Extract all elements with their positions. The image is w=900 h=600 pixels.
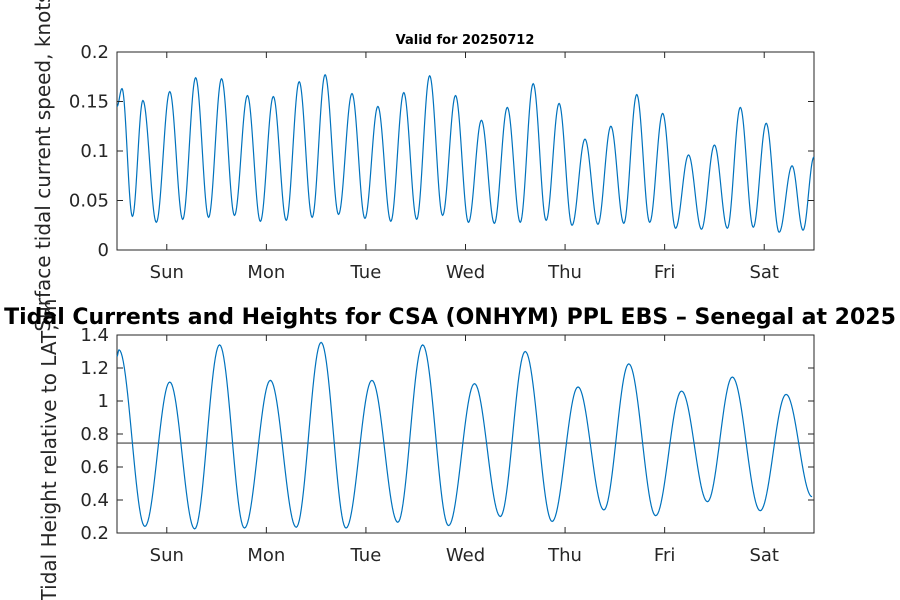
y-tick-label: 0.05: [69, 191, 109, 212]
tidal-height-series-line: [116, 341, 813, 530]
x-tick-label: Tue: [350, 545, 382, 566]
x-tick-label: Wed: [446, 545, 485, 566]
y-tick-label: 0.1: [80, 141, 109, 162]
x-tick-label: Wed: [446, 262, 485, 283]
x-tick-label: Sun: [150, 262, 184, 283]
tidal-height-plot-area: [116, 334, 815, 534]
x-tick-label: Sat: [749, 262, 779, 283]
y-tick-label: 0.15: [69, 92, 109, 113]
current-speed-title: Valid for 20250712: [396, 33, 535, 48]
figure-title: Tidal Currents and Heights for CSA (ONHY…: [4, 305, 896, 330]
y-tick-label: 0.2: [80, 42, 109, 63]
tidal-height-y-axis-label: Tidal Height relative to LAT, m: [37, 299, 61, 600]
x-tick-label: Tue: [350, 262, 382, 283]
y-tick-label: 0.4: [80, 490, 109, 511]
y-tick-label: 0: [98, 240, 109, 261]
x-tick-label: Fri: [654, 545, 675, 566]
x-tick-label: Thu: [547, 262, 582, 283]
y-tick-label: 1.4: [80, 325, 109, 346]
x-tick-label: Sun: [150, 545, 184, 566]
y-tick-label: 0.6: [80, 457, 109, 478]
y-tick-label: 0.2: [80, 523, 109, 544]
x-tick-label: Fri: [654, 262, 675, 283]
current-speed-axes: 0 0.05 0.1 0.15 0.2 Sun Mon Tue Wed Thu Fri Sat Va…: [31, 0, 815, 332]
x-tick-label: Thu: [547, 545, 582, 566]
current-speed-plot-area: [116, 51, 815, 251]
y-tick-label: 1: [98, 391, 109, 412]
tidal-height-axes: 0.2 0.4 0.6 0.8 1 1.2 1.4 Sun Mon Tue Wed Thu Fri Sa…: [37, 299, 815, 600]
y-tick-label: 1.2: [80, 358, 109, 379]
current-speed-y-axis-label: Surface tidal current speed, knots: [31, 0, 55, 332]
current-speed-series-line: [116, 73, 815, 233]
x-tick-label: Mon: [247, 545, 285, 566]
y-tick-label: 0.8: [80, 424, 109, 445]
x-tick-label: Sat: [749, 545, 779, 566]
x-tick-label: Mon: [247, 262, 285, 283]
